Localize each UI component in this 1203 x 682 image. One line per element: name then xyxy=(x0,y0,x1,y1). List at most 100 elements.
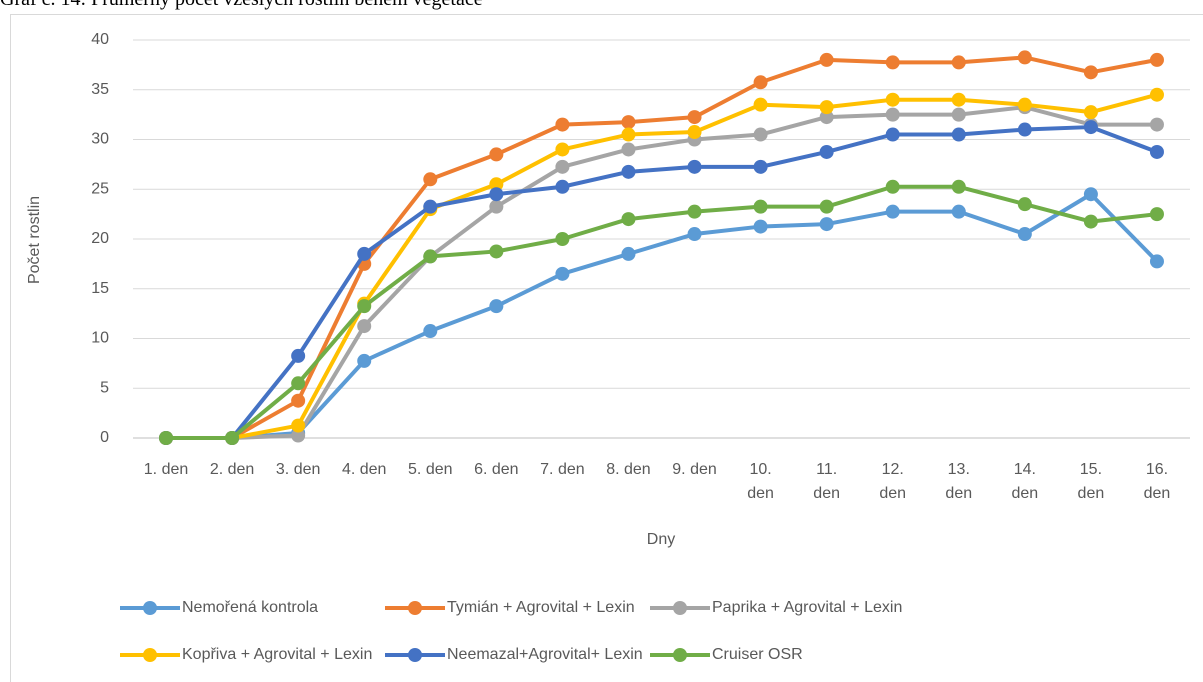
data-point xyxy=(951,127,966,142)
legend-marker xyxy=(408,648,422,662)
data-point xyxy=(885,92,900,107)
x-tick-label: 8. den xyxy=(606,461,651,478)
x-tick-label: 15. den xyxy=(1077,461,1105,502)
data-point xyxy=(819,199,834,214)
y-tick-label: 0 xyxy=(100,429,109,446)
x-tick-label: 5. den xyxy=(408,461,453,478)
data-point xyxy=(1083,120,1098,135)
data-point xyxy=(1083,214,1098,229)
data-point xyxy=(1149,254,1164,269)
y-tick-label: 35 xyxy=(91,81,109,98)
data-point xyxy=(1017,197,1032,212)
data-point xyxy=(357,319,372,334)
data-point xyxy=(687,125,702,140)
data-point xyxy=(621,115,636,130)
data-point xyxy=(885,127,900,142)
legend-marker xyxy=(673,601,687,615)
legend-label: Tymián + Agrovital + Lexin xyxy=(447,599,635,616)
data-point xyxy=(555,117,570,132)
x-tick-label: 12. den xyxy=(879,461,907,502)
data-point xyxy=(819,100,834,115)
data-point xyxy=(687,227,702,242)
x-tick-label: 16. den xyxy=(1143,461,1171,502)
data-point xyxy=(1149,52,1164,67)
series-line xyxy=(166,105,1157,440)
data-point xyxy=(489,199,504,214)
data-point xyxy=(1083,65,1098,80)
y-tick-label: 5 xyxy=(100,379,109,396)
series-line xyxy=(166,55,1158,440)
y-axis-label: Počet rostlin xyxy=(26,196,43,284)
data-point xyxy=(555,232,570,246)
x-tick-label: 4. den xyxy=(341,461,387,478)
series-line xyxy=(166,184,1158,440)
y-tick-label: 20 xyxy=(91,230,109,247)
data-point xyxy=(621,246,636,261)
data-point xyxy=(1149,87,1164,102)
legend-marker xyxy=(143,648,157,662)
data-point xyxy=(489,187,504,202)
data-point xyxy=(753,127,768,142)
data-point xyxy=(555,142,570,157)
data-point xyxy=(753,75,768,90)
data-point xyxy=(1017,122,1032,137)
data-point xyxy=(621,164,636,179)
data-point xyxy=(291,376,306,391)
data-point xyxy=(489,147,504,162)
data-point xyxy=(1017,50,1032,65)
x-tick-label: 13. den xyxy=(945,461,973,502)
legend-label: Cruiser OSR xyxy=(712,646,803,663)
y-tick-label: 25 xyxy=(91,180,109,197)
data-point xyxy=(1149,117,1164,132)
x-tick-label: 1. den xyxy=(143,461,189,478)
series-line xyxy=(166,192,1159,440)
x-tick-label: 7. den xyxy=(540,461,585,478)
data-point xyxy=(753,159,768,174)
y-tick-label: 40 xyxy=(91,31,109,48)
data-point xyxy=(687,204,702,219)
data-point xyxy=(885,179,900,194)
data-point xyxy=(753,199,768,214)
data-point xyxy=(819,144,834,159)
data-point xyxy=(423,249,438,264)
data-point xyxy=(819,110,834,125)
x-tick-label: 3. den xyxy=(275,461,321,478)
chart-frame xyxy=(10,14,1203,682)
data-point xyxy=(1017,227,1032,242)
data-point xyxy=(885,55,900,70)
x-tick-label: 6. den xyxy=(474,461,519,478)
legend-label: Paprika + Agrovital + Lexin xyxy=(712,599,902,616)
legend-label: Kopřiva + Agrovital + Lexin xyxy=(182,646,372,663)
x-tick-label: 9. den xyxy=(672,461,717,478)
y-tick-label: 30 xyxy=(91,131,109,148)
data-point xyxy=(357,353,372,368)
series-line xyxy=(166,125,1158,440)
legend-marker xyxy=(143,601,157,615)
data-point xyxy=(951,55,966,70)
legend-label: Nemořená kontrola xyxy=(182,599,318,616)
data-point xyxy=(951,92,966,107)
data-point xyxy=(423,324,438,339)
data-point xyxy=(555,266,570,281)
data-point xyxy=(555,159,570,174)
data-point xyxy=(819,217,834,232)
data-point xyxy=(621,127,636,142)
legend-marker xyxy=(673,648,687,662)
data-point xyxy=(951,107,966,122)
data-point xyxy=(885,204,900,219)
x-tick-label: 14. den xyxy=(1011,461,1039,502)
data-point xyxy=(621,212,636,227)
x-tick-label: 10. den xyxy=(747,461,774,502)
x-tick-label: 2. den xyxy=(209,461,255,478)
data-point xyxy=(753,97,768,112)
data-point xyxy=(1149,207,1164,222)
data-point xyxy=(291,418,306,433)
data-point xyxy=(753,219,768,234)
data-point xyxy=(423,199,438,214)
data-point xyxy=(951,204,966,219)
data-point xyxy=(423,172,438,187)
series-line xyxy=(166,92,1158,440)
data-point xyxy=(1149,144,1164,159)
